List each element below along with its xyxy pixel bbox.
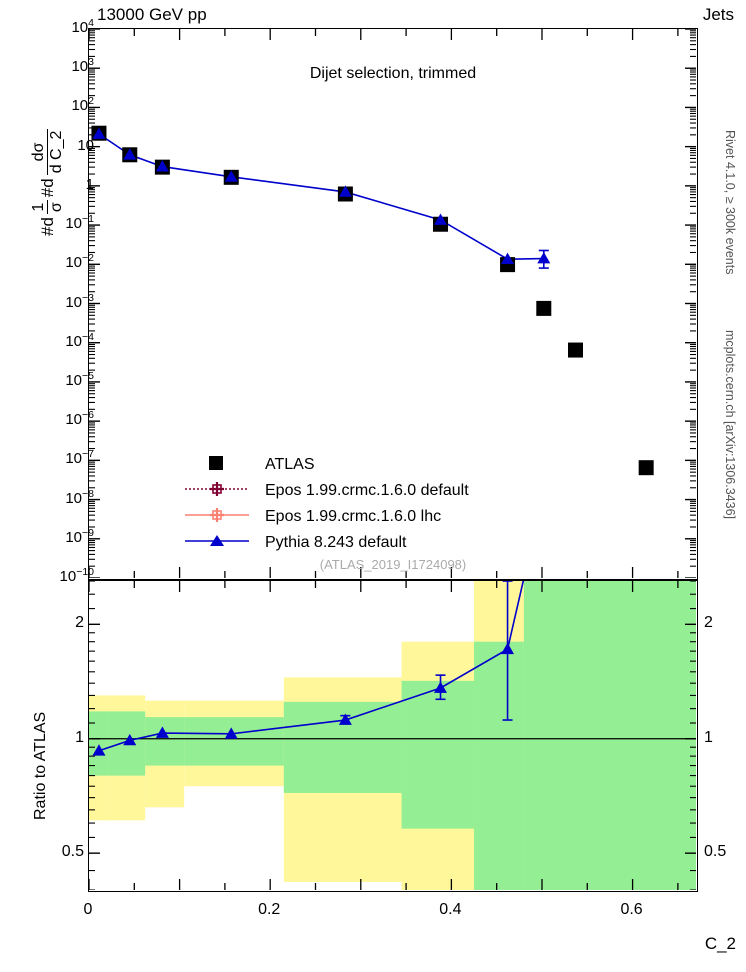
pythia-marker <box>501 252 515 265</box>
beam-label: 13000 GeV pp <box>97 5 207 24</box>
legend-marker-cross <box>210 508 224 522</box>
main-ytick-label: 10−3 <box>65 291 94 311</box>
pythia-marker <box>92 127 106 139</box>
ratio-green-band <box>184 717 284 766</box>
main-ytick-label: 10−7 <box>65 448 94 468</box>
atlas-marker <box>536 300 552 316</box>
yaxis-num-1: 1 <box>30 202 47 212</box>
mcplots-credit-note: mcplots.cern.ch [arXiv:1306.3436] <box>723 330 737 519</box>
ratio-marker <box>224 727 238 739</box>
legend-label: ATLAS <box>265 456 315 473</box>
ratio-green-band <box>401 680 475 829</box>
legend-marker-square <box>209 456 223 470</box>
xaxis-title: C_2 <box>704 934 736 953</box>
ratio-ytick-label-left: 1 <box>75 728 84 746</box>
main-ytick-label: 10 <box>77 136 94 154</box>
ratio-marker <box>155 726 169 738</box>
rivet-version-note: Rivet 4.1.0, ≥ 300k events <box>723 130 737 275</box>
pythia-marker <box>537 252 551 264</box>
legend-entry: Pythia 8.243 default <box>185 534 407 551</box>
ratio-yaxis-label-text: Ratio to ATLAS <box>32 711 49 820</box>
legend-label: Epos 1.99.crmc.1.6.0 default <box>265 482 469 499</box>
main-ytick-label: 10−1 <box>65 213 94 233</box>
legend-marker-triangle <box>210 535 224 546</box>
ratio-marker <box>338 713 352 725</box>
legend-label: Pythia 8.243 default <box>265 534 407 551</box>
main-ytick-label: 10−8 <box>65 487 94 507</box>
ratio-marker <box>92 744 106 756</box>
pythia-marker <box>123 148 137 160</box>
atlas-marker <box>638 460 654 476</box>
main-ytick-label: 10−5 <box>65 369 94 389</box>
xaxis-tick-label: 0.2 <box>258 901 281 918</box>
main-plot-canvas: ATLAS Epos 1.99.crmc.1.6.0 default Epos 1.… <box>89 29 696 578</box>
ratio-ytick-label-right: 2 <box>704 614 713 632</box>
atlas-marker <box>568 342 584 358</box>
ratio-ytick-label-right: 0.5 <box>704 843 727 861</box>
main-ytick-label: 10−6 <box>65 409 94 429</box>
main-ytick-label: 10−9 <box>65 526 94 546</box>
pythia-marker <box>224 170 238 182</box>
ratio-ytick-label-left: 0.5 <box>61 843 84 861</box>
analysis-id-watermark: (ATLAS_2019_I1724098) <box>319 557 467 572</box>
legend-label: Epos 1.99.crmc.1.6.0 lhc <box>265 508 441 525</box>
legend-entry: Epos 1.99.crmc.1.6.0 default <box>185 482 469 499</box>
legend-marker-cross <box>210 482 224 496</box>
main-ytick-label: 104 <box>71 17 94 36</box>
main-ytick-label: 102 <box>71 95 94 115</box>
main-ytick-label: 10−4 <box>65 330 94 350</box>
ratio-ytick-label-left: 2 <box>75 614 84 632</box>
ratio-plot-canvas <box>89 581 696 890</box>
legend-marker-cross-box <box>212 484 222 494</box>
ratio-marker <box>123 733 137 746</box>
ratio-marker <box>434 681 448 693</box>
ratio-green-band <box>145 717 185 766</box>
xaxis-tick-label: 0.4 <box>439 901 462 918</box>
ratio-green-band <box>474 641 524 890</box>
main-plot-panel: Dijet selection, trimmed (ATLAS_2019_I17… <box>88 28 698 580</box>
analysis-category-label: Jets <box>702 5 734 24</box>
ratio-green-band <box>89 711 109 776</box>
ratio-line <box>98 581 525 752</box>
main-ytick-label: 1 <box>85 175 94 193</box>
ratio-plot-panel <box>88 580 698 892</box>
pythia-marker <box>338 185 352 197</box>
xaxis-tick-label: 0 <box>83 901 93 918</box>
main-ytick-label: 10−2 <box>65 252 94 272</box>
yaxis-den-1: σ <box>47 200 66 215</box>
ratio-green-band <box>283 701 402 793</box>
legend-entry: Epos 1.99.crmc.1.6.0 lhc <box>185 508 441 525</box>
plot-title: Dijet selection, trimmed <box>309 65 477 82</box>
ratio-marker <box>501 642 515 655</box>
pythia-marker <box>434 213 448 225</box>
main-ytick-label: 103 <box>71 56 94 76</box>
legend-marker-cross-box <box>212 510 222 520</box>
ratio-ytick-label-right: 1 <box>704 728 713 746</box>
main-ytick-label: 10−10 <box>59 566 95 585</box>
ratio-green-band <box>523 581 696 890</box>
pythia-marker <box>155 160 169 172</box>
legend-entry: ATLAS <box>209 456 315 473</box>
xaxis-tick-label: 0.6 <box>620 901 643 918</box>
yaxis-fraction-1: 1 σ <box>30 200 66 215</box>
pythia-line <box>98 133 544 260</box>
